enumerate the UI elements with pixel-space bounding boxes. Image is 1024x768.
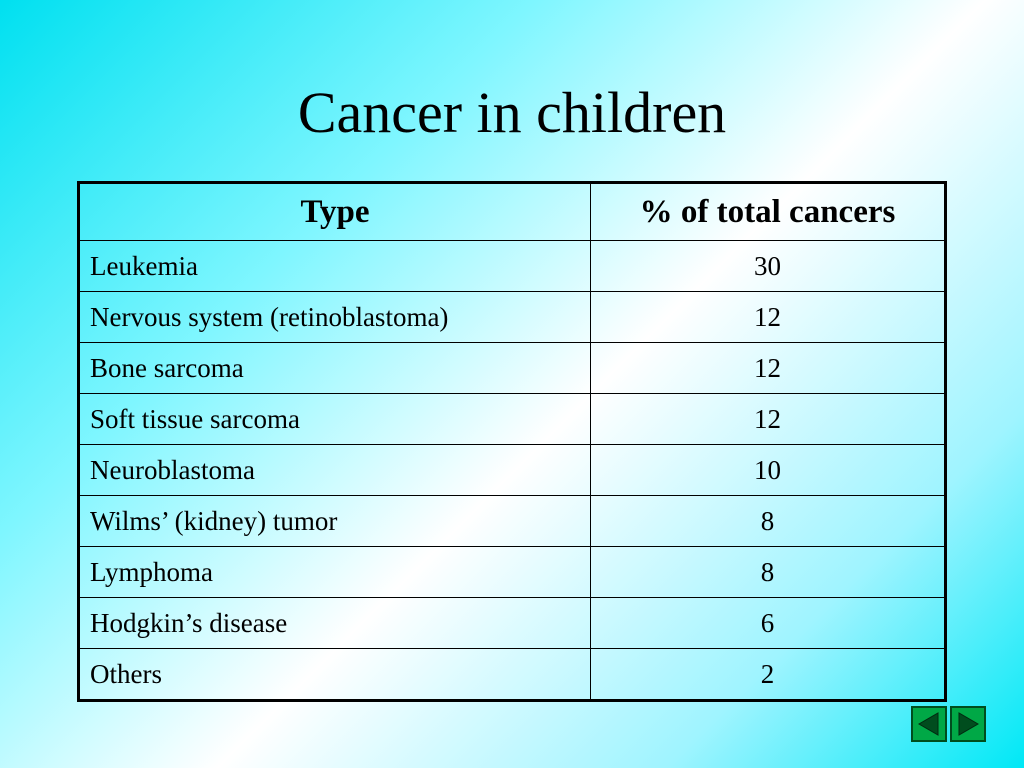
- slide-title: Cancer in children: [297, 80, 727, 145]
- percent-cell: 30: [590, 240, 946, 292]
- percent-cell: 8: [590, 495, 946, 547]
- percent-cell: 12: [590, 393, 946, 445]
- column-header-type: Type: [78, 182, 591, 241]
- type-cell: Others: [78, 648, 591, 701]
- table-row: Hodgkin’s disease 6: [78, 597, 946, 649]
- table-row: Others 2: [78, 648, 946, 701]
- table-row: Soft tissue sarcoma 12: [78, 393, 946, 445]
- percent-cell: 12: [590, 291, 946, 343]
- previous-slide-button[interactable]: [911, 706, 947, 742]
- type-cell: Lymphoma: [78, 546, 591, 598]
- type-cell: Nervous system (retinoblastoma): [78, 291, 591, 343]
- triangle-left-icon: [918, 712, 939, 736]
- table-header-row: Type % of total cancers: [78, 182, 946, 241]
- next-slide-button[interactable]: [950, 706, 986, 742]
- percent-cell: 6: [590, 597, 946, 649]
- type-cell: Hodgkin’s disease: [78, 597, 591, 649]
- percent-cell: 8: [590, 546, 946, 598]
- type-cell: Wilms’ (kidney) tumor: [78, 495, 591, 547]
- table-row: Lymphoma 8: [78, 546, 946, 598]
- percent-cell: 2: [590, 648, 946, 701]
- type-cell: Soft tissue sarcoma: [78, 393, 591, 445]
- table-row: Wilms’ (kidney) tumor 8: [78, 495, 946, 547]
- cancer-table: Type % of total cancers Leukemia 30 Nerv…: [77, 181, 947, 702]
- slide-navigation: [911, 706, 986, 742]
- percent-cell: 10: [590, 444, 946, 496]
- type-cell: Leukemia: [78, 240, 591, 292]
- type-cell: Neuroblastoma: [78, 444, 591, 496]
- percent-cell: 12: [590, 342, 946, 394]
- table-row: Leukemia 30: [78, 240, 946, 292]
- type-cell: Bone sarcoma: [78, 342, 591, 394]
- table-row: Neuroblastoma 10: [78, 444, 946, 496]
- column-header-percent: % of total cancers: [590, 182, 946, 241]
- triangle-right-icon: [958, 712, 979, 736]
- table-row: Nervous system (retinoblastoma) 12: [78, 291, 946, 343]
- table-row: Bone sarcoma 12: [78, 342, 946, 394]
